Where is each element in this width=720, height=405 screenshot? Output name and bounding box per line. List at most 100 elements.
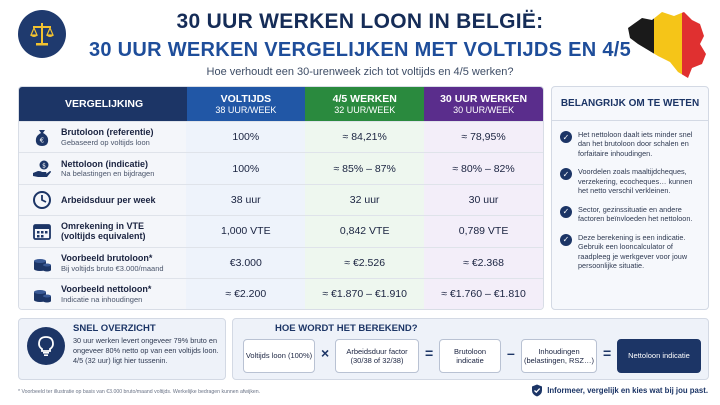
comparison-table: VERGELIJKING VOLTIJDS 38 UUR/WEEK 4/5 WER… <box>18 86 544 310</box>
cell-thirty-hours: ≈ €1.760 – €1.810 <box>424 278 543 309</box>
cell-four-fifths: ≈ €2.526 <box>305 247 425 278</box>
row-label: Voorbeeld nettoloon* <box>61 284 152 295</box>
column-sublabel: 30 UUR/WEEK <box>453 104 515 115</box>
checkmark-icon: ✓ <box>560 233 572 246</box>
formula-duration-factor: Arbeidsduur factor (30/38 of 32/38) <box>335 339 419 373</box>
row-note: (voltijds equivalent) <box>61 231 146 242</box>
cell-four-fifths: ≈ 84,21% <box>305 122 425 153</box>
column-sublabel: 32 UUR/WEEK <box>334 104 396 115</box>
lightbulb-icon <box>27 327 65 365</box>
checkmark-icon: ✓ <box>560 168 572 181</box>
table-row: $ Nettoloon (indicatie) Na belastingen en… <box>19 152 543 184</box>
cell-thirty-hours: ≈ 80% – 82% <box>424 153 543 184</box>
checkmark-icon: ✓ <box>560 205 572 218</box>
quick-overview-panel: SNEL OVERZICHT 30 uur werken levert onge… <box>18 318 226 380</box>
important-info-panel: BELANGRIJK OM TE WETEN ✓ Het nettoloon da… <box>551 86 709 310</box>
list-item: ✓ Het nettoloon daalt iets minder snel da… <box>552 130 708 158</box>
cell-fulltime: 100% <box>186 122 306 153</box>
panel-title: BELANGRIJK OM TE WETEN <box>552 87 708 121</box>
overview-title: SNEL OVERZICHT <box>73 323 156 334</box>
tip-text: Voordelen zoals maaltijdcheques, verzeke… <box>578 167 693 196</box>
formula-deductions: Inhoudingen (belastingen, RSZ…) <box>521 339 597 373</box>
row-note: Na belastingen en bijdragen <box>61 169 155 179</box>
column-header-four-fifths: 4/5 WERKEN 32 UUR/WEEK <box>305 87 425 121</box>
row-note: Gebaseerd op voltijds loon <box>61 138 150 148</box>
column-label: 30 UUR WERKEN <box>440 92 528 105</box>
money-bag-icon: € <box>31 126 53 148</box>
table-row: Omrekening in VTE (voltijds equivalent) 1… <box>19 215 543 247</box>
equals-operator: = <box>425 345 434 361</box>
formula-gross-salary: Brutoloon indicatie <box>439 339 501 373</box>
row-label: Omrekening in VTE <box>61 220 145 231</box>
cell-four-fifths: ≈ 85% – 87% <box>305 153 425 184</box>
page-subtitle: Hoe verhoudt een 30-urenweek zich tot vo… <box>206 66 514 78</box>
column-label: VOLTIJDS <box>220 92 272 105</box>
coin-stack-icon <box>31 283 53 305</box>
table-row: Voorbeeld brutoloon* Bij voltijds bruto €… <box>19 246 543 278</box>
table-row: Voorbeeld nettoloon* Indicatie na inhoudi… <box>19 277 543 309</box>
column-header-thirty-hours: 30 UUR WERKEN 30 UUR/WEEK <box>424 87 543 121</box>
cell-thirty-hours: 30 uur <box>424 184 543 216</box>
list-item: ✓ Voordelen zoals maaltijdcheques, verzek… <box>552 167 708 195</box>
list-item: ✓ Deze berekening is een indicatie. Gebru… <box>552 233 708 271</box>
brand-slogan: Informeer, vergelijk en kies wat bij jou… <box>531 384 708 397</box>
hand-coin-icon: $ <box>31 158 53 180</box>
coin-stack-icon <box>31 252 53 274</box>
column-label: VERGELIJKING <box>65 97 144 110</box>
belgium-map-flag-icon <box>628 12 706 78</box>
row-label-cell: € Brutoloon (referentie) Gebaseerd op vol… <box>19 122 187 153</box>
table-header: VERGELIJKING VOLTIJDS 38 UUR/WEEK 4/5 WER… <box>19 87 543 121</box>
row-label: Arbeidsduur per week <box>61 194 156 205</box>
cell-fulltime: ≈ €2.200 <box>186 278 306 309</box>
svg-text:$: $ <box>42 162 46 169</box>
clock-icon <box>31 189 53 211</box>
cell-thirty-hours: ≈ 78,95% <box>424 122 543 153</box>
row-note: Bij voltijds bruto €3.000/maand <box>61 263 164 273</box>
cell-four-fifths: 32 uur <box>305 184 425 216</box>
list-item: ✓ Sector, gezinssituatie en andere factor… <box>552 205 708 224</box>
cell-fulltime: €3.000 <box>186 247 306 278</box>
column-sublabel: 38 UUR/WEEK <box>215 104 277 115</box>
overview-text: 30 uur werken levert ongeveer 79% bruto … <box>73 336 219 365</box>
cell-thirty-hours: ≈ €2.368 <box>424 247 543 278</box>
column-label: 4/5 WERKEN <box>332 92 397 105</box>
column-header-comparison: VERGELIJKING <box>19 87 187 121</box>
table-row: € Brutoloon (referentie) Gebaseerd op vol… <box>19 121 543 153</box>
formula-fulltime-salary: Voltijds loon (100%) <box>243 339 315 373</box>
cell-four-fifths: ≈ €1.870 – €1.910 <box>305 278 425 309</box>
row-note: Indicatie na inhoudingen <box>61 295 143 305</box>
checkmark-icon: ✓ <box>560 131 572 143</box>
equals-operator: = <box>603 345 612 361</box>
page-title: 30 UUR WERKEN LOON IN BELGIË: <box>176 10 544 33</box>
tip-text: Deze berekening is een indicatie. Gebrui… <box>578 232 688 271</box>
brand-text: Informeer, vergelijk en kies wat bij jou… <box>547 386 708 395</box>
row-label: Brutoloon (referentie) <box>61 127 154 138</box>
calculation-panel: HOE WORDT HET BEREKEND? Voltijds loon (1… <box>232 318 709 380</box>
shield-icon <box>532 384 543 397</box>
page-subtitle-heading: 30 UUR WERKEN VERGELIJKEN MET VOLTIJDS E… <box>88 39 632 61</box>
row-label-cell: Voorbeeld nettoloon* Indicatie na inhoudi… <box>19 278 187 309</box>
formula-net-salary: Nettoloon indicatie <box>617 339 701 373</box>
row-label: Nettoloon (indicatie) <box>61 158 148 169</box>
footnote: * Voorbeeld ter illustratie op basis van… <box>18 389 261 395</box>
cell-thirty-hours: 0,789 VTE <box>424 216 543 247</box>
minus-operator: – <box>507 345 515 361</box>
table-row: Arbeidsduur per week 38 uur 32 uur 30 uu… <box>19 183 543 216</box>
tip-text: Sector, gezinssituatie en andere factore… <box>578 204 693 224</box>
scales-logo-icon <box>18 10 66 58</box>
row-label-cell: Arbeidsduur per week <box>19 184 187 216</box>
cell-four-fifths: 0,842 VTE <box>305 216 425 247</box>
calendar-icon <box>31 220 53 242</box>
svg-text:€: € <box>40 137 44 145</box>
row-label: Voorbeeld brutoloon* <box>61 252 153 263</box>
multiply-operator: × <box>321 345 330 361</box>
tip-text: Het nettoloon daalt iets minder snel dan… <box>578 130 693 158</box>
column-header-fulltime: VOLTIJDS 38 UUR/WEEK <box>186 87 306 121</box>
row-label-cell: Voorbeeld brutoloon* Bij voltijds bruto €… <box>19 247 187 278</box>
cell-fulltime: 1,000 VTE <box>186 216 306 247</box>
cell-fulltime: 100% <box>186 153 306 184</box>
row-label-cell: $ Nettoloon (indicatie) Na belastingen en… <box>19 153 187 184</box>
calculation-title: HOE WORDT HET BEREKEND? <box>275 323 418 334</box>
row-label-cell: Omrekening in VTE (voltijds equivalent) <box>19 216 187 247</box>
cell-fulltime: 38 uur <box>186 184 306 216</box>
